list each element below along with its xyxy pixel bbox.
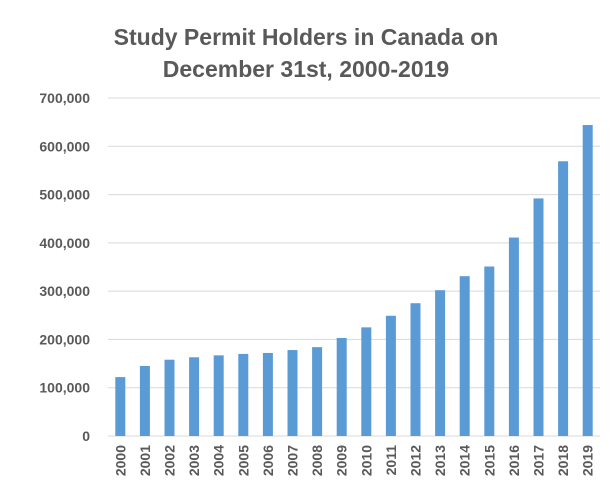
bar-2013 [435,290,446,436]
x-tick-label: 2010 [358,445,374,476]
bar-2018 [558,161,569,437]
x-tick-label: 2005 [235,445,251,476]
x-tick-label: 2011 [383,445,399,476]
x-tick-label: 2002 [162,445,178,476]
x-tick-label: 2009 [334,445,350,476]
x-tick-label: 2013 [432,445,448,476]
bar-2002 [164,359,175,436]
bar-2016 [508,237,519,436]
bar-2017 [533,198,544,436]
x-tick-label: 2012 [408,445,424,476]
x-tick-label: 2006 [260,445,276,476]
bar-2004 [213,355,224,436]
x-tick-label: 2007 [285,445,301,476]
y-tick-label: 400,000 [39,235,90,251]
x-tick-label: 2018 [555,445,571,476]
x-tick-label: 2016 [506,445,522,476]
x-tick-label: 2015 [481,445,497,476]
bar-2005 [238,353,249,436]
bar-2019 [582,125,593,436]
bar-2011 [385,315,396,436]
x-tick-label: 2014 [457,445,473,476]
y-tick-label: 0 [82,428,90,444]
bar-2008 [312,347,323,436]
x-tick-label: 2000 [112,445,128,476]
bar-2003 [189,357,200,436]
x-tick-label: 2019 [580,445,596,476]
bar-2009 [336,337,347,436]
chart-title-line-2: December 31st, 2000-2019 [162,56,450,82]
bar-2014 [459,276,470,436]
y-tick-label: 600,000 [39,138,90,154]
x-tick-label: 2001 [137,445,153,476]
bar-2012 [410,303,421,436]
y-tick-label: 700,000 [39,90,90,106]
bar-2007 [287,350,298,436]
bar-2010 [361,327,372,436]
y-tick-label: 100,000 [39,380,90,396]
chart-title-line-1: Study Permit Holders in Canada on [113,24,499,50]
x-tick-label: 2003 [186,445,202,476]
y-tick-label: 500,000 [39,187,90,203]
x-tick-label: 2004 [211,445,227,476]
y-tick-label: 200,000 [39,331,90,347]
bar-2000 [115,377,126,436]
bar-2001 [139,365,150,436]
bar-2015 [484,266,495,436]
bar-2006 [262,352,273,436]
y-tick-label: 300,000 [39,283,90,299]
x-tick-label: 2008 [309,445,325,476]
x-tick-label: 2017 [531,445,547,476]
